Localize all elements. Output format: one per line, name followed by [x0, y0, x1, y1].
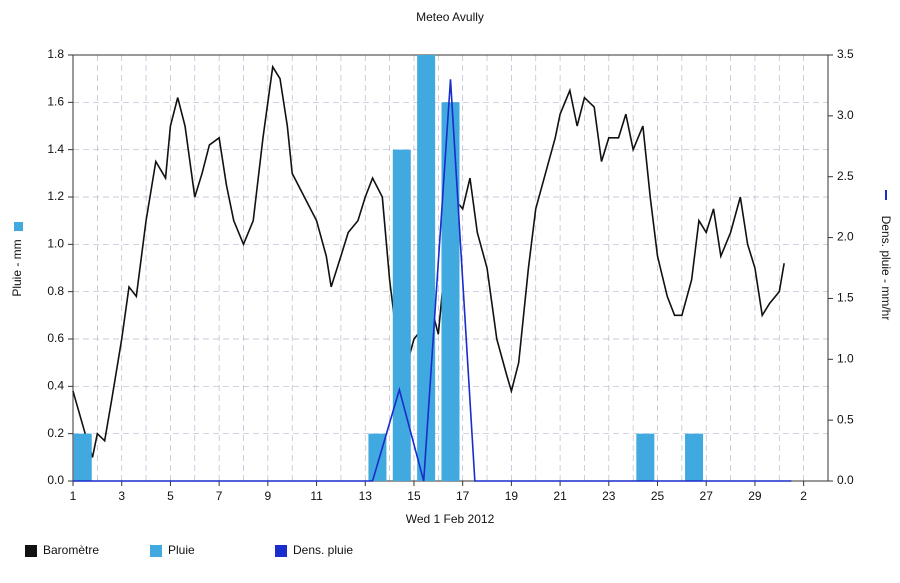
bar — [73, 433, 92, 481]
y-tick-label: 1.4 — [47, 142, 64, 156]
x-tick-label: 11 — [310, 489, 323, 503]
x-tick-label: 27 — [700, 489, 714, 503]
y-axis-label: Pluie - mm — [10, 239, 24, 296]
bar — [441, 102, 460, 481]
y-tick-label: 1.2 — [47, 189, 64, 203]
x-tick-label: 7 — [216, 489, 223, 503]
y-tick-label: 0.8 — [47, 284, 64, 298]
legend-swatch — [275, 545, 287, 557]
x-axis-label: Wed 1 Feb 2012 — [406, 512, 495, 526]
y-tick-label: 1.0 — [47, 237, 64, 251]
y2-tick-label: 2.0 — [837, 230, 854, 244]
x-tick-label: 1 — [70, 489, 77, 503]
y2-tick-label: 2.5 — [837, 169, 854, 183]
x-tick-label: 5 — [167, 489, 174, 503]
x-tick-label: 25 — [651, 489, 665, 503]
legend-label: Dens. pluie — [293, 543, 353, 557]
x-tick-label: 3 — [118, 489, 125, 503]
y2-tick-label: 3.0 — [837, 108, 854, 122]
y-tick-label: 0.4 — [47, 379, 64, 393]
y-tick-label: 0.6 — [47, 331, 64, 345]
y-tick-label: 0.0 — [47, 473, 64, 487]
bar — [685, 433, 704, 481]
x-tick-label: 23 — [602, 489, 616, 503]
bar — [392, 149, 411, 481]
y2-axis-label: Dens. pluie - mm/hr — [879, 216, 893, 321]
line — [73, 79, 792, 482]
legend-label: Pluie — [168, 543, 195, 557]
chart-title: Meteo Avully — [416, 10, 484, 24]
legend-label: Baromètre — [43, 543, 99, 557]
x-tick-label: 9 — [264, 489, 271, 503]
x-tick-label: 15 — [407, 489, 421, 503]
y2-tick-label: 1.0 — [837, 351, 854, 365]
x-tick-label: 19 — [505, 489, 519, 503]
x-tick-label: 2 — [800, 489, 807, 503]
y-axis-key — [14, 222, 23, 231]
y-tick-label: 0.2 — [47, 426, 64, 440]
y-tick-label: 1.8 — [47, 47, 64, 61]
bar — [368, 433, 387, 481]
x-tick-label: 29 — [748, 489, 762, 503]
y2-tick-label: 1.5 — [837, 291, 854, 305]
y2-tick-label: 0.5 — [837, 412, 854, 426]
x-tick-label: 17 — [456, 489, 470, 503]
x-tick-label: 13 — [359, 489, 373, 503]
y2-tick-label: 0.0 — [837, 473, 854, 487]
y-tick-label: 1.6 — [47, 95, 64, 109]
y2-tick-label: 3.5 — [837, 47, 854, 61]
legend-swatch — [150, 545, 162, 557]
bar — [417, 55, 436, 481]
legend-swatch — [25, 545, 37, 557]
bar — [636, 433, 655, 481]
x-tick-label: 21 — [553, 489, 567, 503]
